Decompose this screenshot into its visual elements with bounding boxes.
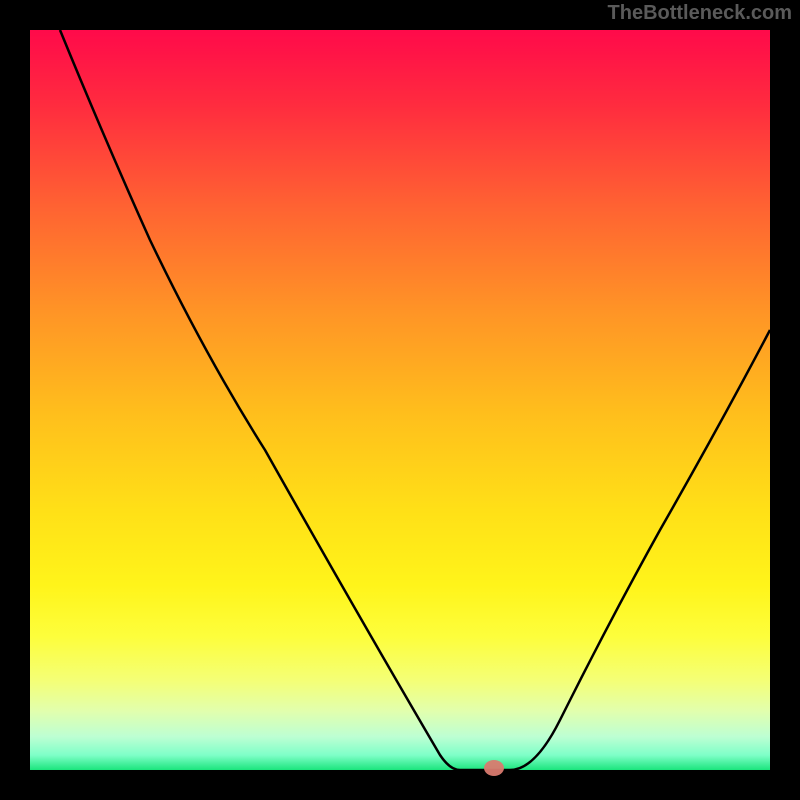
bottleneck-chart (0, 0, 800, 800)
optimum-marker (484, 760, 504, 776)
chart-gradient-area (30, 30, 770, 770)
chart-container: TheBottleneck.com (0, 0, 800, 800)
watermark-text: TheBottleneck.com (608, 2, 792, 25)
